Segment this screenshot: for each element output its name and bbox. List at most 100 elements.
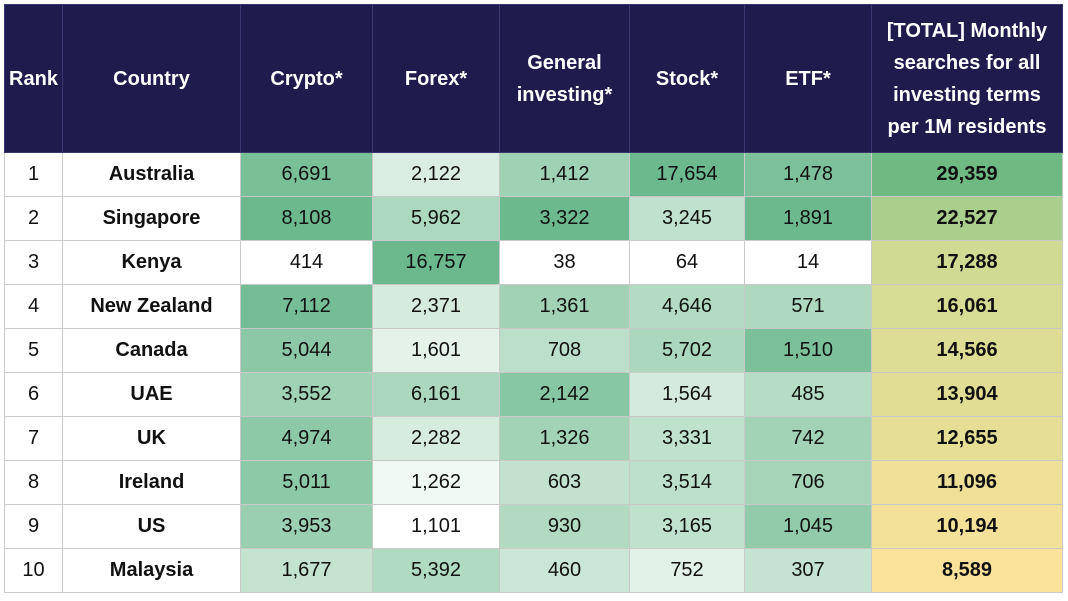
rank-cell: 10 bbox=[4, 548, 63, 593]
crypto-cell: 414 bbox=[240, 240, 373, 285]
total-cell: 8,589 bbox=[871, 548, 1063, 593]
country-cell: Australia bbox=[62, 152, 241, 197]
table-row: 5 Canada 5,044 1,601 708 5,702 1,510 14,… bbox=[4, 328, 1063, 373]
header-total: [TOTAL] Monthly searches for all investi… bbox=[871, 4, 1063, 153]
header-etf: ETF* bbox=[744, 4, 872, 153]
stock-cell: 3,165 bbox=[629, 504, 745, 549]
crypto-cell: 1,677 bbox=[240, 548, 373, 593]
general-investing-cell: 1,326 bbox=[499, 416, 630, 461]
general-investing-cell: 460 bbox=[499, 548, 630, 593]
stock-cell: 3,245 bbox=[629, 196, 745, 241]
table-row: 6 UAE 3,552 6,161 2,142 1,564 485 13,904 bbox=[4, 372, 1063, 417]
country-cell: UK bbox=[62, 416, 241, 461]
total-cell: 17,288 bbox=[871, 240, 1063, 285]
country-cell: Ireland bbox=[62, 460, 241, 505]
forex-cell: 1,262 bbox=[372, 460, 500, 505]
table-row: 7 UK 4,974 2,282 1,326 3,331 742 12,655 bbox=[4, 416, 1063, 461]
table-row: 4 New Zealand 7,112 2,371 1,361 4,646 57… bbox=[4, 284, 1063, 329]
total-cell: 12,655 bbox=[871, 416, 1063, 461]
crypto-cell: 3,953 bbox=[240, 504, 373, 549]
rank-cell: 4 bbox=[4, 284, 63, 329]
forex-cell: 6,161 bbox=[372, 372, 500, 417]
forex-cell: 2,371 bbox=[372, 284, 500, 329]
etf-cell: 485 bbox=[744, 372, 872, 417]
total-cell: 16,061 bbox=[871, 284, 1063, 329]
etf-cell: 1,045 bbox=[744, 504, 872, 549]
investing-searches-table-container: Rank Country Crypto* Forex* General inve… bbox=[4, 4, 1063, 593]
etf-cell: 706 bbox=[744, 460, 872, 505]
etf-cell: 1,478 bbox=[744, 152, 872, 197]
rank-cell: 5 bbox=[4, 328, 63, 373]
total-cell: 22,527 bbox=[871, 196, 1063, 241]
table-row: 8 Ireland 5,011 1,262 603 3,514 706 11,0… bbox=[4, 460, 1063, 505]
table-row: 10 Malaysia 1,677 5,392 460 752 307 8,58… bbox=[4, 548, 1063, 593]
rank-cell: 7 bbox=[4, 416, 63, 461]
header-rank: Rank bbox=[4, 4, 63, 153]
country-cell: Malaysia bbox=[62, 548, 241, 593]
crypto-cell: 6,691 bbox=[240, 152, 373, 197]
total-cell: 14,566 bbox=[871, 328, 1063, 373]
header-stock: Stock* bbox=[629, 4, 745, 153]
country-cell: US bbox=[62, 504, 241, 549]
rank-cell: 9 bbox=[4, 504, 63, 549]
crypto-cell: 3,552 bbox=[240, 372, 373, 417]
crypto-cell: 5,044 bbox=[240, 328, 373, 373]
table-row: 3 Kenya 414 16,757 38 64 14 17,288 bbox=[4, 240, 1063, 285]
crypto-cell: 5,011 bbox=[240, 460, 373, 505]
rank-cell: 3 bbox=[4, 240, 63, 285]
general-investing-cell: 1,361 bbox=[499, 284, 630, 329]
etf-cell: 571 bbox=[744, 284, 872, 329]
forex-cell: 16,757 bbox=[372, 240, 500, 285]
stock-cell: 64 bbox=[629, 240, 745, 285]
etf-cell: 1,891 bbox=[744, 196, 872, 241]
rank-cell: 2 bbox=[4, 196, 63, 241]
forex-cell: 1,601 bbox=[372, 328, 500, 373]
total-cell: 11,096 bbox=[871, 460, 1063, 505]
general-investing-cell: 38 bbox=[499, 240, 630, 285]
crypto-cell: 4,974 bbox=[240, 416, 373, 461]
forex-cell: 2,122 bbox=[372, 152, 500, 197]
general-investing-cell: 603 bbox=[499, 460, 630, 505]
header-forex: Forex* bbox=[372, 4, 500, 153]
stock-cell: 1,564 bbox=[629, 372, 745, 417]
header-row: Rank Country Crypto* Forex* General inve… bbox=[4, 4, 1063, 153]
header-crypto: Crypto* bbox=[240, 4, 373, 153]
investing-searches-table: Rank Country Crypto* Forex* General inve… bbox=[4, 4, 1063, 593]
total-cell: 13,904 bbox=[871, 372, 1063, 417]
stock-cell: 752 bbox=[629, 548, 745, 593]
country-cell: Kenya bbox=[62, 240, 241, 285]
total-cell: 10,194 bbox=[871, 504, 1063, 549]
rank-cell: 8 bbox=[4, 460, 63, 505]
crypto-cell: 7,112 bbox=[240, 284, 373, 329]
country-cell: Canada bbox=[62, 328, 241, 373]
stock-cell: 5,702 bbox=[629, 328, 745, 373]
etf-cell: 742 bbox=[744, 416, 872, 461]
country-cell: New Zealand bbox=[62, 284, 241, 329]
forex-cell: 1,101 bbox=[372, 504, 500, 549]
stock-cell: 3,331 bbox=[629, 416, 745, 461]
header-general-investing: General investing* bbox=[499, 4, 630, 153]
stock-cell: 3,514 bbox=[629, 460, 745, 505]
etf-cell: 307 bbox=[744, 548, 872, 593]
general-investing-cell: 1,412 bbox=[499, 152, 630, 197]
country-cell: UAE bbox=[62, 372, 241, 417]
general-investing-cell: 2,142 bbox=[499, 372, 630, 417]
rank-cell: 1 bbox=[4, 152, 63, 197]
rank-cell: 6 bbox=[4, 372, 63, 417]
general-investing-cell: 930 bbox=[499, 504, 630, 549]
country-cell: Singapore bbox=[62, 196, 241, 241]
table-row: 1 Australia 6,691 2,122 1,412 17,654 1,4… bbox=[4, 152, 1063, 197]
total-cell: 29,359 bbox=[871, 152, 1063, 197]
forex-cell: 2,282 bbox=[372, 416, 500, 461]
forex-cell: 5,392 bbox=[372, 548, 500, 593]
table-row: 2 Singapore 8,108 5,962 3,322 3,245 1,89… bbox=[4, 196, 1063, 241]
crypto-cell: 8,108 bbox=[240, 196, 373, 241]
general-investing-cell: 3,322 bbox=[499, 196, 630, 241]
etf-cell: 14 bbox=[744, 240, 872, 285]
table-row: 9 US 3,953 1,101 930 3,165 1,045 10,194 bbox=[4, 504, 1063, 549]
general-investing-cell: 708 bbox=[499, 328, 630, 373]
header-country: Country bbox=[62, 4, 241, 153]
stock-cell: 17,654 bbox=[629, 152, 745, 197]
forex-cell: 5,962 bbox=[372, 196, 500, 241]
stock-cell: 4,646 bbox=[629, 284, 745, 329]
